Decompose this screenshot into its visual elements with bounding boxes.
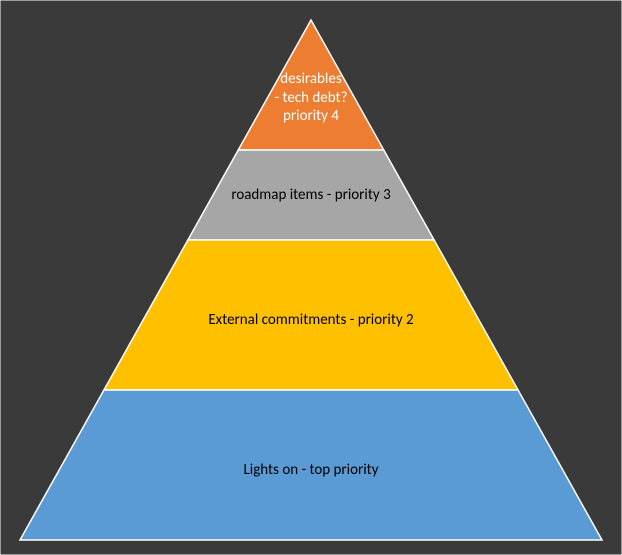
tier-2-label: External commitments - priority 2 <box>0 311 622 330</box>
tier-3-label: roadmap items - priority 3 <box>0 186 622 205</box>
tier-1-label: Lights on - top priority <box>0 461 622 480</box>
pyramid-diagram: desirables - tech debt? priority 4 roadm… <box>0 0 622 555</box>
tier-4-label: desirables - tech debt? priority 4 <box>0 70 622 126</box>
